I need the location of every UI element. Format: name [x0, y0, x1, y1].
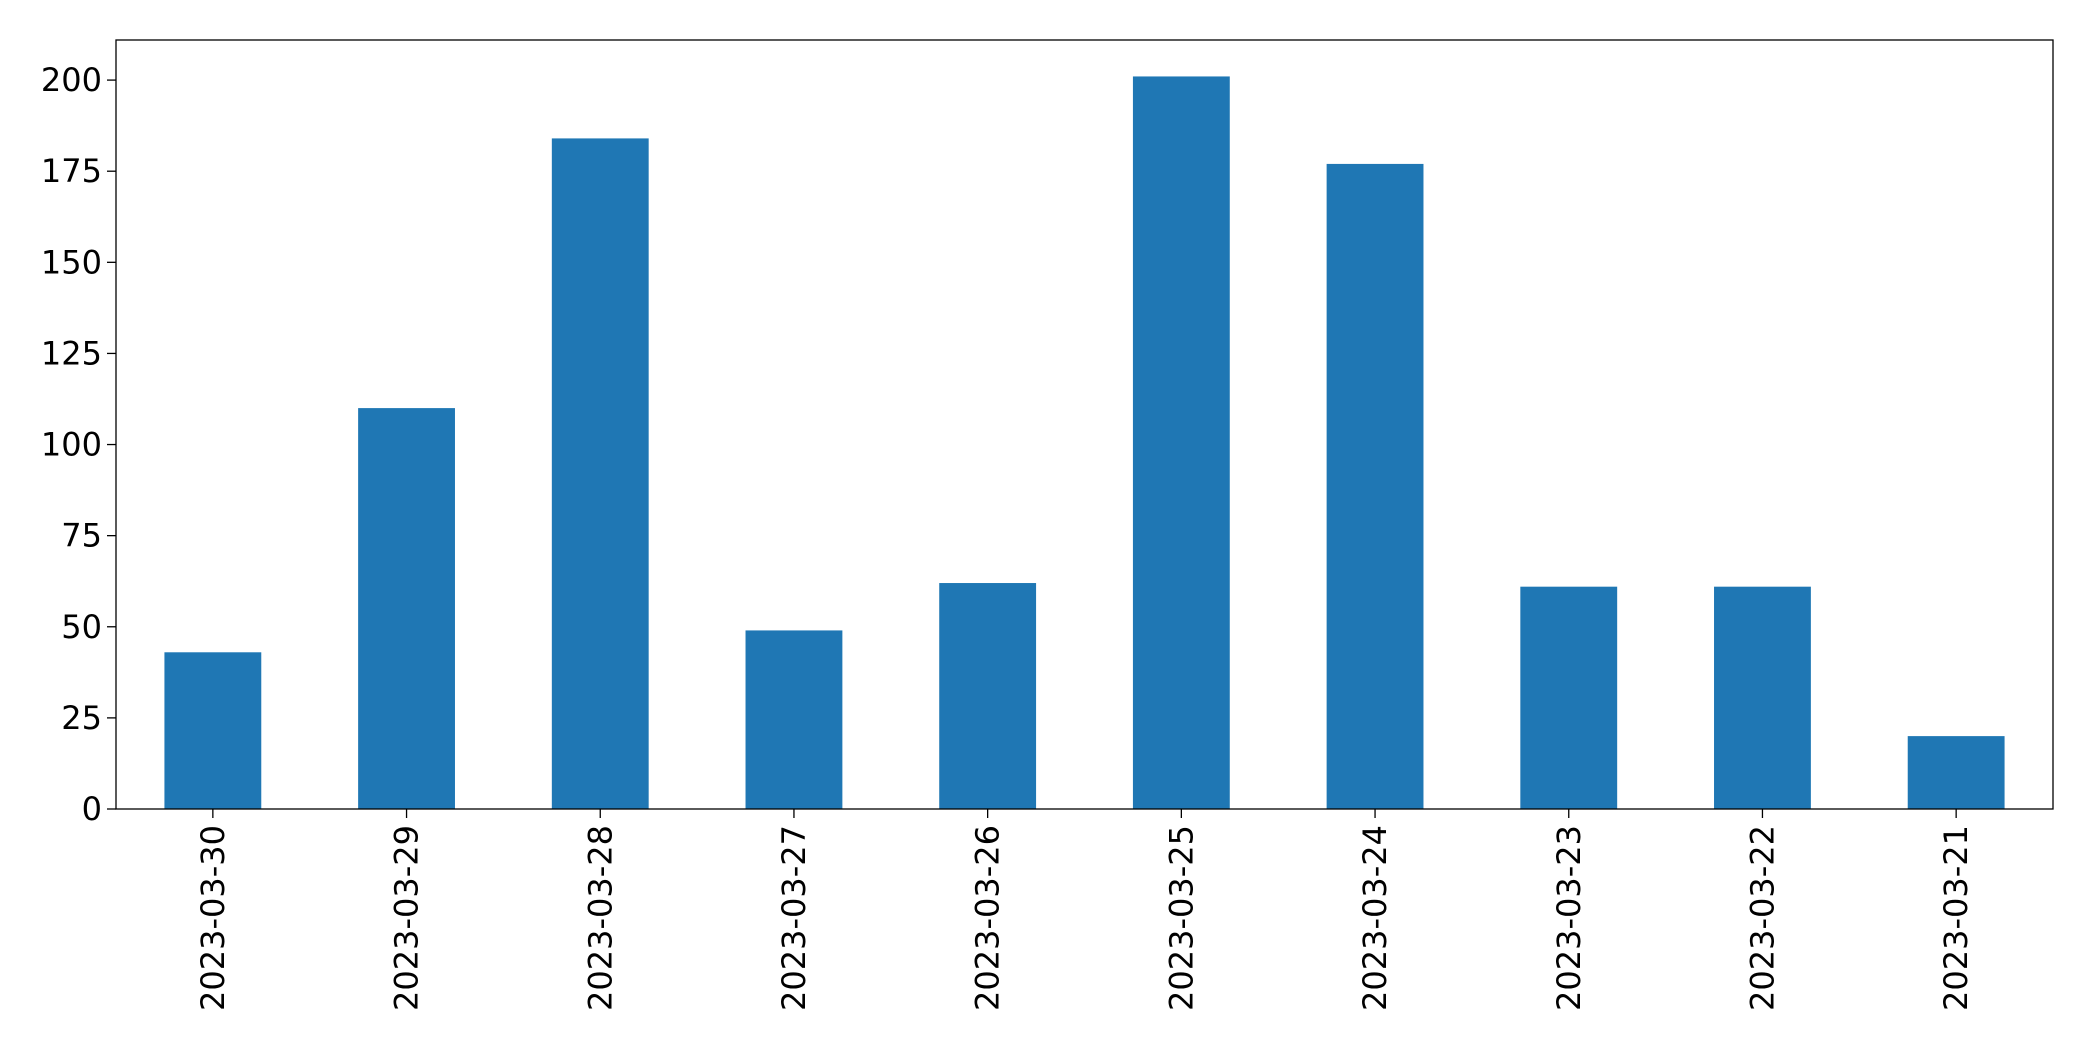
bar [164, 652, 262, 809]
x-tick-label: 2023-03-29 [388, 825, 426, 1011]
y-tick-label: 0 [82, 790, 102, 828]
bar [1907, 736, 2005, 809]
bar [745, 630, 843, 809]
y-tick-label: 25 [61, 699, 102, 737]
x-tick-label: 2023-03-23 [1550, 825, 1588, 1011]
x-tick-label: 2023-03-22 [1743, 825, 1781, 1011]
axes-frame [115, 39, 2054, 810]
x-tick-label: 2023-03-27 [775, 825, 813, 1011]
x-tick-label: 2023-03-21 [1937, 825, 1975, 1011]
y-tick-label: 200 [41, 61, 102, 99]
bar [1520, 586, 1618, 809]
y-tick-label: 100 [41, 426, 102, 464]
bar [1326, 163, 1424, 810]
x-tick-label: 2023-03-25 [1162, 825, 1200, 1011]
bar [1714, 586, 1811, 809]
y-tick-label: 150 [41, 243, 102, 281]
y-tick-label: 50 [61, 608, 102, 646]
x-tick-label: 2023-03-26 [969, 825, 1007, 1011]
bar [358, 408, 455, 809]
bar [939, 583, 1037, 809]
y-tick-label: 125 [41, 334, 102, 372]
bar [551, 138, 649, 810]
x-tick-label: 2023-03-30 [194, 825, 232, 1011]
x-tick-label: 2023-03-24 [1356, 825, 1394, 1011]
x-tick-label: 2023-03-28 [581, 825, 619, 1011]
y-tick-label: 175 [41, 152, 102, 190]
y-tick-label: 75 [61, 517, 102, 555]
bar [1132, 76, 1230, 809]
